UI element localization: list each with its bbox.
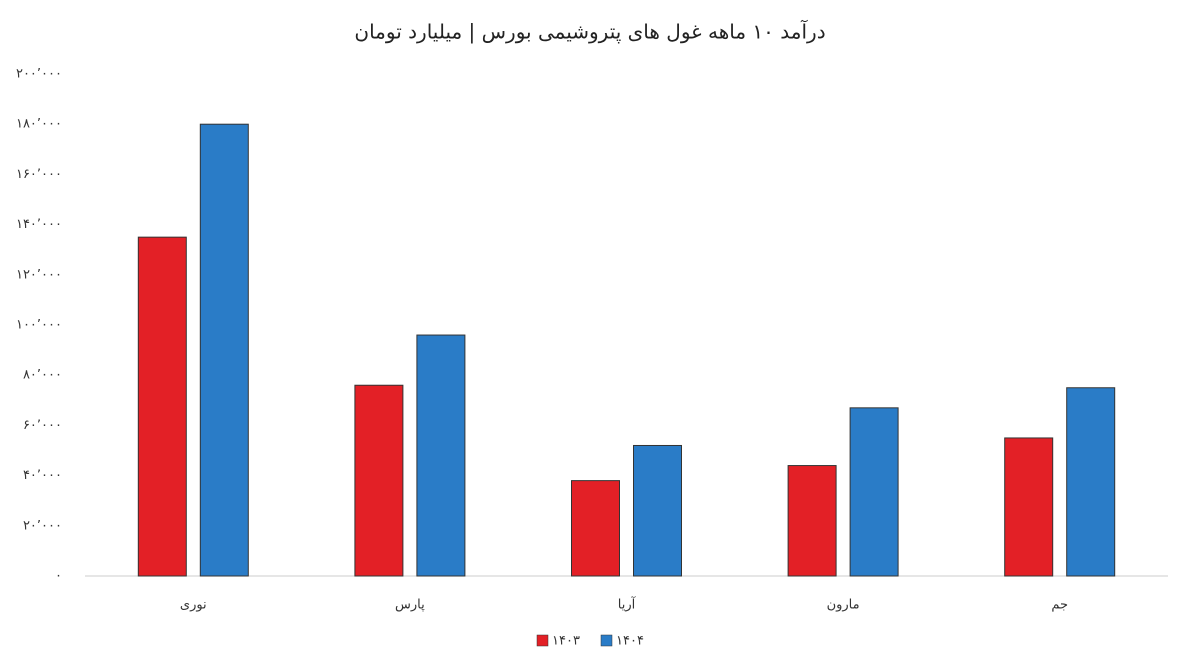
x-tick-label: نوری (180, 598, 207, 613)
y-tick-label: ۲۰۰٬۰۰۰ (16, 67, 62, 82)
bar (1004, 437, 1054, 577)
y-tick-label: ۰ (55, 569, 62, 584)
y-tick-label: ۲۰٬۰۰۰ (23, 518, 62, 533)
bar (633, 444, 682, 577)
bar (849, 407, 899, 577)
chart-title: درآمد ۱۰ ماهه غول های پتروشیمی بورس | می… (354, 19, 825, 45)
y-tick-label: ۶۰٬۰۰۰ (23, 418, 62, 433)
bar (571, 480, 620, 577)
y-tick-label: ۱۴۰٬۰۰۰ (16, 217, 62, 232)
y-tick-label: ۴۰٬۰۰۰ (23, 468, 62, 483)
x-tick-label: جم (1051, 598, 1068, 613)
x-tick-label: مارون (827, 598, 860, 613)
legend-swatch (536, 634, 549, 647)
legend-label: ۱۴۰۳ (552, 634, 580, 649)
legend-label: ۱۴۰۴ (616, 634, 644, 649)
bar (416, 334, 466, 577)
y-tick-label: ۱۲۰٬۰۰۰ (16, 267, 62, 282)
legend-swatch (600, 634, 613, 647)
y-tick-label: ۱۶۰٬۰۰۰ (16, 167, 62, 182)
x-tick-label: آریا (618, 596, 637, 613)
y-tick-label: ۱۰۰٬۰۰۰ (16, 318, 62, 333)
bar (137, 236, 187, 577)
y-tick-label: ۱۸۰٬۰۰۰ (16, 117, 62, 132)
y-tick-label: ۸۰٬۰۰۰ (23, 368, 62, 383)
bar (354, 384, 404, 577)
x-tick-label: پارس (395, 598, 425, 613)
bar (199, 123, 249, 577)
bar (787, 465, 837, 577)
bar (1066, 387, 1116, 577)
